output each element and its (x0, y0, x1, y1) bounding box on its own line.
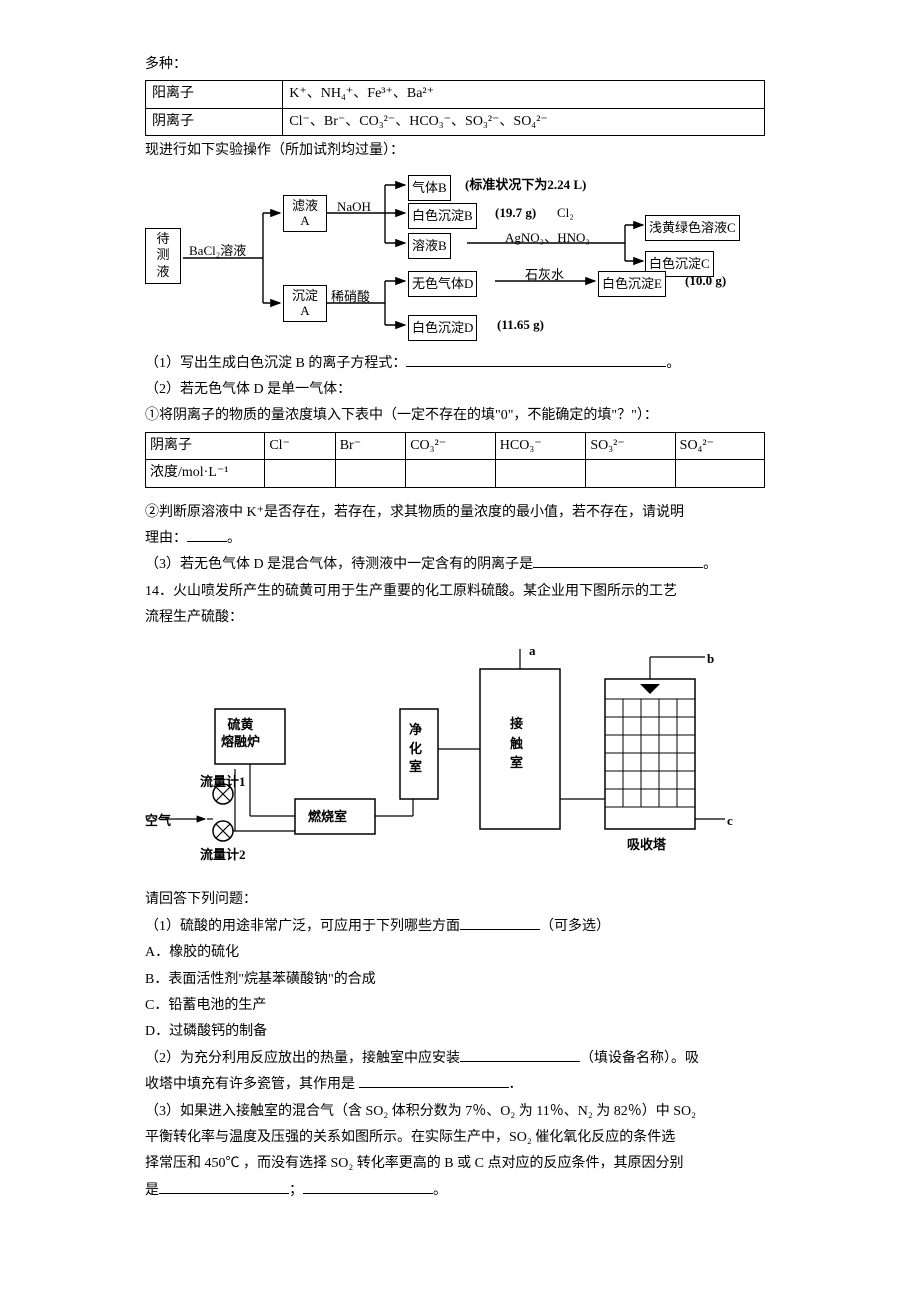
conc-cell (265, 460, 335, 487)
contact-label: 接触室 (510, 714, 523, 773)
table-row: 阳离子 K⁺、NH₄⁺、Fe³⁺、Ba²⁺ (146, 81, 765, 108)
white-b-note: (19.7 g) (495, 203, 536, 224)
conc-cell (406, 460, 496, 487)
cl2-label: Cl₂ (557, 203, 574, 224)
conc-label: 浓度/mol·L⁻¹ (146, 460, 265, 487)
white-b-box: 白色沉淀B (408, 203, 477, 230)
white-e-note: (10.0 g) (685, 271, 726, 292)
question-2: （2）若无色气体 D 是单一气体： (145, 379, 790, 401)
anion-list: Cl⁻、Br⁻、CO₃²⁻、HCO₃⁻、SO₃²⁻、SO₄²⁻ (283, 108, 765, 135)
soln-b-box: 溶液B (408, 233, 451, 260)
lime-label: 石灰水 (525, 265, 564, 286)
absorber-label: 吸收塔 (627, 835, 666, 856)
concentration-table: 阴离子 Cl⁻ Br⁻ CO₃²⁻ HCO₃⁻ SO₃²⁻ SO₄²⁻ 浓度/m… (145, 432, 765, 488)
flowchart-diagram: 待测液 BaCl₂溶液 滤液A 沉淀A NaOH 稀硝酸 气体B (标准状况下为… (145, 173, 785, 343)
q14-intro-2: 流程生产硫酸： (145, 607, 790, 629)
naoh-label: NaOH (337, 197, 371, 218)
question-2-2a: ②判断原溶液中 K⁺是否存在，若存在，求其物质的量浓度的最小值，若不存在，请说明 (145, 502, 790, 524)
b-label: b (707, 649, 714, 670)
white-d-box: 白色沉淀D (408, 315, 477, 342)
conc-cell (586, 460, 675, 487)
option-b: B．表面活性剂"烷基苯磺酸钠"的合成 (145, 969, 790, 991)
header-co3: CO₃²⁻ (406, 432, 496, 459)
question-2-1: ①将阴离子的物质的量浓度填入下表中（一定不存在的填"0"，不能确定的填"？"）： (145, 405, 790, 427)
flow2-label: 流量计2 (200, 845, 246, 866)
q14-answer-intro: 请回答下列问题： (145, 889, 790, 911)
soln-c-box: 浅黄绿色溶液C (645, 215, 740, 242)
ion-type-table: 阳离子 K⁺、NH₄⁺、Fe³⁺、Ba²⁺ 阴离子 Cl⁻、Br⁻、CO₃²⁻、… (145, 80, 765, 136)
process-diagram: 硫黄熔融炉 燃烧室 净化室 接触室 吸收塔 空气 流量计1 流量计2 a b c (145, 639, 785, 879)
furnace-label: 硫黄熔融炉 (221, 717, 260, 751)
q14-3a: （3）如果进入接触室的混合气（含 SO₂ 体积分数为 7％、O₂ 为 11％、N… (145, 1101, 790, 1123)
question-2-2b: 理由：。 (145, 528, 790, 550)
header-hco3: HCO₃⁻ (495, 432, 586, 459)
table-row: 浓度/mol·L⁻¹ (146, 460, 765, 487)
gas-b-note: (标准状况下为2.24 L) (465, 175, 586, 196)
cation-list: K⁺、NH₄⁺、Fe³⁺、Ba²⁺ (283, 81, 765, 108)
q14-2c: 收塔中填充有许多瓷管，其作用是 ． (145, 1074, 790, 1096)
hno3-label: 稀硝酸 (331, 287, 370, 308)
a-label: a (529, 641, 536, 662)
question-3: （3）若无色气体 D 是混合气体，待测液中一定含有的阴离子是。 (145, 554, 790, 576)
intro-text: 多种： (145, 54, 790, 76)
gas-b-box: 气体B (408, 175, 451, 202)
c-label: c (727, 811, 733, 832)
header-so3: SO₃²⁻ (586, 432, 675, 459)
table-row: 阴离子 Cl⁻ Br⁻ CO₃²⁻ HCO₃⁻ SO₃²⁻ SO₄²⁻ (146, 432, 765, 459)
burner-label: 燃烧室 (308, 807, 347, 828)
process-svg (145, 639, 785, 879)
q14-1: （1）硫酸的用途非常广泛，可应用于下列哪些方面（可多选） (145, 916, 790, 938)
flow1-label: 流量计1 (200, 772, 246, 793)
question-1: （1）写出生成白色沉淀 B 的离子方程式：。 (145, 353, 790, 375)
precip-a-box: 沉淀A (283, 285, 327, 322)
anion-label: 阴离子 (146, 108, 283, 135)
option-c: C．铅蓄电池的生产 (145, 995, 790, 1017)
white-d-note: (11.65 g) (497, 315, 544, 336)
q14-3c: 择常压和 450℃ ，而没有选择 SO₂ 转化率更高的 B 或 C 点对应的反应… (145, 1153, 790, 1175)
header-cl: Cl⁻ (265, 432, 335, 459)
q14-3b: 平衡转化率与温度及压强的关系如图所示。在实际生产中，SO₂ 催化氧化反应的条件选 (145, 1127, 790, 1149)
header-so4: SO₄²⁻ (675, 432, 764, 459)
purifier-label: 净化室 (409, 721, 422, 776)
agno3-label: AgNO₃、HNO₃ (505, 228, 590, 249)
header-br: Br⁻ (335, 432, 406, 459)
option-d: D．过磷酸钙的制备 (145, 1021, 790, 1043)
q14-intro-1: 14．火山喷发所产生的硫黄可用于生产重要的化工原料硫酸。某企业用下图所示的工艺 (145, 581, 790, 603)
table-row: 阴离子 Cl⁻、Br⁻、CO₃²⁻、HCO₃⁻、SO₃²⁻、SO₄²⁻ (146, 108, 765, 135)
conc-cell (495, 460, 586, 487)
air-label: 空气 (145, 811, 171, 832)
header-anion: 阴离子 (146, 432, 265, 459)
q14-3d: 是；。 (145, 1180, 790, 1202)
option-a: A．橡胶的硫化 (145, 942, 790, 964)
white-e-box: 白色沉淀E (598, 271, 666, 298)
gas-d-box: 无色气体D (408, 271, 477, 298)
q14-2: （2）为充分利用反应放出的热量，接触室中应安装（填设备名称）。吸 (145, 1048, 790, 1070)
bacl2-label: BaCl₂溶液 (189, 241, 246, 262)
sample-box: 待测液 (145, 228, 181, 285)
filtrate-a-box: 滤液A (283, 195, 327, 232)
cation-label: 阳离子 (146, 81, 283, 108)
conc-cell (675, 460, 764, 487)
conc-cell (335, 460, 406, 487)
experiment-line: 现进行如下实验操作（所加试剂均过量）： (145, 140, 790, 162)
